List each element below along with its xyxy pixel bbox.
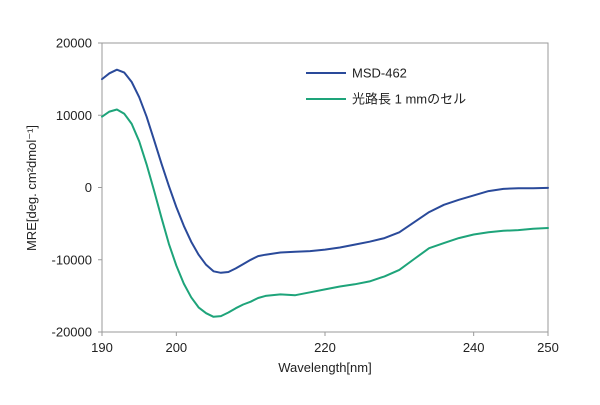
x-tick-label: 240 [463, 340, 485, 355]
legend-label-2: 光路長 1 mmのセル [352, 92, 466, 107]
series-line-2 [101, 108, 549, 318]
x-axis-ticks: 190 200 220 240 250 [91, 332, 559, 355]
y-tick-label: 10000 [56, 108, 92, 123]
y-tick-label: 20000 [56, 36, 92, 51]
x-tick-label: 200 [165, 340, 187, 355]
y-tick-label: 0 [85, 180, 92, 195]
x-tick-label: 220 [314, 340, 336, 355]
x-tick-label: 250 [537, 340, 559, 355]
y-axis-ticks: 20000 10000 0 -10000 -20000 [52, 36, 102, 340]
x-axis-title: Wavelength[nm] [278, 360, 371, 375]
legend-label-1: MSD-462 [352, 66, 407, 81]
y-tick-label: -10000 [52, 252, 92, 267]
legend: MSD-462 光路長 1 mmのセル [306, 66, 466, 107]
y-axis-title: MRE[deg. cm²dmol⁻¹] [24, 125, 39, 251]
y-tick-label: -20000 [52, 325, 92, 340]
series-line-1 [101, 68, 549, 274]
x-tick-label: 190 [91, 340, 113, 355]
series-lines [101, 68, 549, 318]
plot-area [101, 42, 549, 333]
